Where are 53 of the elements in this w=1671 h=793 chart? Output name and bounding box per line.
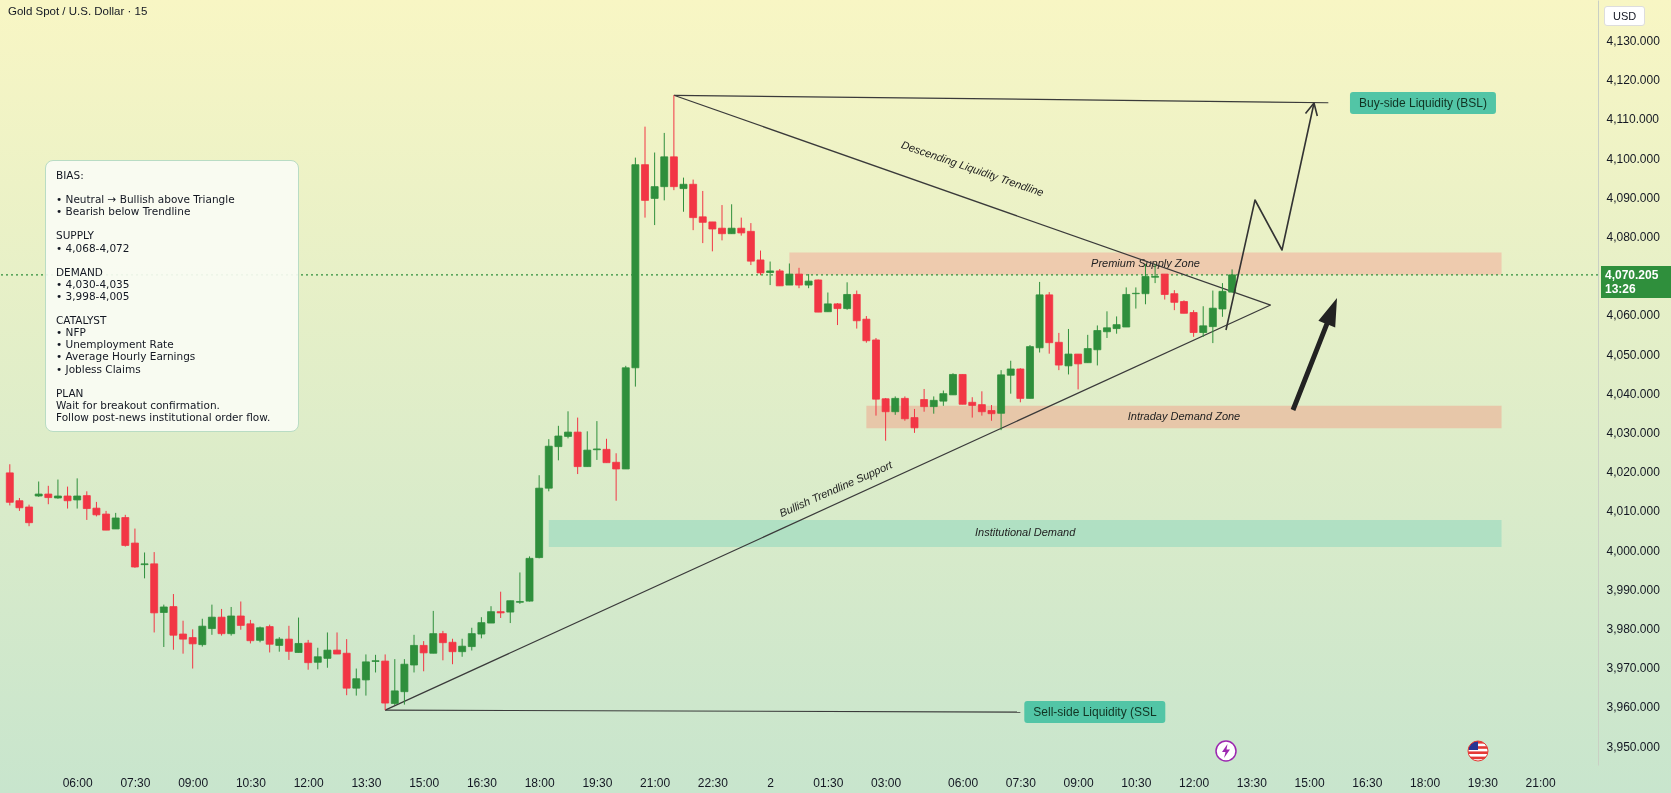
x-tick-label: 13:30: [1236, 775, 1268, 790]
y-tick-label: 3,960.000: [1606, 700, 1661, 715]
y-tick-label: 4,020.000: [1606, 465, 1661, 480]
x-tick-label: 19:30: [582, 775, 613, 790]
chart-title: Gold Spot / U.S. Dollar · 15: [8, 5, 148, 17]
annotation: Buy-side Liquidity (BSL): [1349, 92, 1497, 114]
y-tick-label: 4,090.000: [1606, 190, 1661, 205]
x-tick-label: 06:00: [948, 775, 979, 790]
y-axis-title: USD: [1604, 6, 1646, 26]
band-label: Institutional Demand: [975, 526, 1077, 539]
y-tick-label: 3,970.000: [1606, 661, 1661, 676]
x-tick-label: 01:30: [813, 775, 844, 790]
x-tick-label: 22:30: [697, 775, 729, 790]
annotation: Sell-side Liquidity (SSL: [1024, 701, 1166, 723]
y-tick-label: 4,080.000: [1606, 229, 1661, 244]
x-tick-label: 16:30: [1352, 775, 1383, 790]
band-label: Intraday Demand Zone: [1127, 410, 1241, 423]
y-tick-label: 3,990.000: [1606, 582, 1661, 597]
y-tick-label: 4,040.000: [1606, 386, 1661, 401]
x-tick-label: 13:30: [351, 775, 382, 790]
x-tick-label: 12:00: [1179, 775, 1210, 790]
x-tick-label: 12:00: [293, 775, 324, 790]
x-tick-label: 15:00: [1294, 775, 1325, 790]
x-tick-label: 15:00: [409, 775, 440, 790]
text: 13:26: [1605, 281, 1636, 296]
y-tick-label: 4,010.000: [1606, 504, 1661, 519]
x-tick-label: 18:00: [1410, 775, 1441, 790]
x-tick-label: 10:30: [1121, 775, 1152, 790]
y-tick-label: 4,100.000: [1606, 151, 1661, 166]
y-tick-label: 4,120.000: [1606, 73, 1661, 88]
x-tick-label: 06:00: [62, 775, 94, 790]
y-tick-label: 3,950.000: [1606, 739, 1661, 754]
y-tick-label: 4,030.000: [1606, 425, 1661, 440]
y-tick-label: 4,060.000: [1606, 308, 1661, 323]
y-tick-label: 4,050.000: [1606, 347, 1661, 362]
x-tick-label: 09:00: [178, 775, 209, 790]
x-tick-label: 21:00: [640, 775, 671, 790]
y-tick-label: 4,130.000: [1606, 33, 1661, 48]
x-tick-label: 19:30: [1467, 775, 1499, 790]
note-card: BIAS: • Neutral → Bullish above Triangle • Bearish below Trendline SUPPLY • 4,068-4,072 DEMAND • 4,030-4,035 • 3,998-4,005 CATALYST • NFP • Unemployment Rate • Average Hourly Earnings • Jobless Claims PLAN Wait for breakout confirmation. Follow post-news institutional order flow.: [45, 160, 299, 432]
x-tick-label: 2: [767, 775, 775, 790]
x-tick-label: 07:30: [120, 775, 151, 790]
ref-line-label: 4,070.205: [1605, 267, 1659, 282]
x-tick-label: 03:00: [871, 775, 902, 790]
x-tick-label: 10:30: [235, 775, 267, 790]
x-tick-label: 07:30: [1005, 775, 1037, 790]
x-tick-label: 16:30: [466, 775, 498, 790]
x-tick-label: 21:00: [1525, 775, 1556, 790]
y-tick-label: 3,980.000: [1606, 622, 1661, 637]
y-tick-label: 4,000.000: [1606, 543, 1661, 558]
y-tick-label: 4,110.000: [1606, 112, 1660, 127]
x-tick-label: 18:00: [524, 775, 555, 790]
x-tick-label: 09:00: [1063, 775, 1094, 790]
